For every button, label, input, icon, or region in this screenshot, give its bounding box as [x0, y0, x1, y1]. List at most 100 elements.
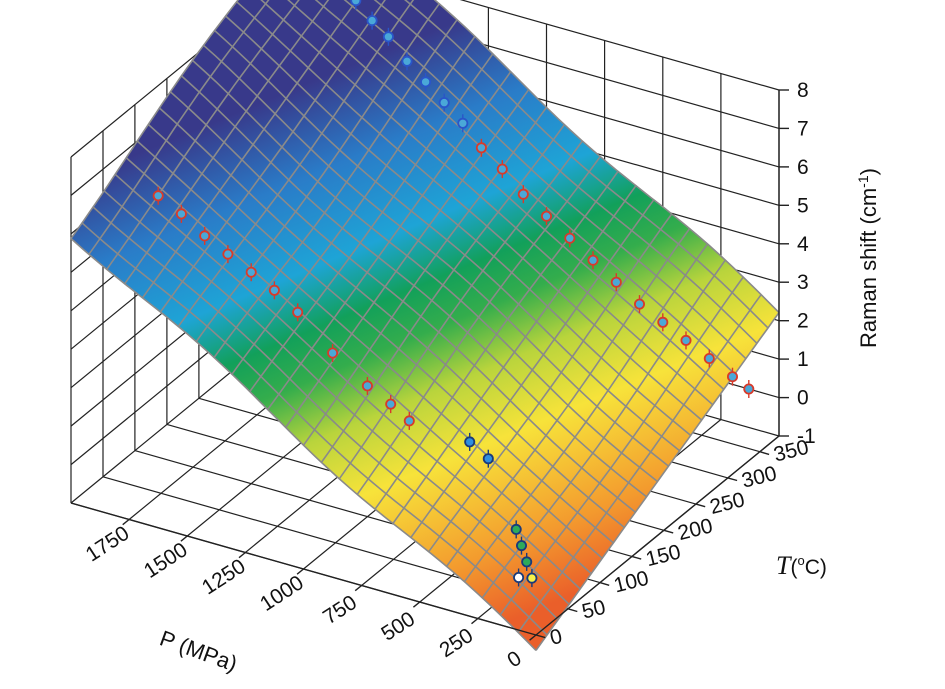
- data-point: [464, 436, 476, 448]
- data-point: [587, 254, 599, 266]
- z-tick-label: -1: [797, 425, 816, 448]
- data-point: [482, 453, 494, 465]
- t-tick: [663, 529, 674, 534]
- mesh-line-t: [147, 123, 614, 544]
- p-tick-label: 750: [319, 591, 361, 629]
- mesh-line-t: [287, 0, 725, 390]
- svg-text:T(oC): T(oC): [776, 551, 827, 580]
- t-tick-label: 200: [676, 514, 716, 545]
- data-point: [438, 97, 450, 109]
- mesh-line-t: [169, 91, 636, 513]
- x-axis-title-text: P (MPa): [157, 625, 241, 676]
- p-tick-label: 1750: [82, 522, 134, 567]
- mesh-line-t: [202, 44, 669, 467]
- data-point: [513, 572, 525, 584]
- p-tick: [529, 634, 537, 641]
- z-tick-label: 4: [797, 233, 809, 256]
- mesh-line-t: [136, 140, 603, 559]
- z-tick-label: 5: [797, 194, 809, 217]
- surface: [70, 0, 780, 651]
- data-point: [222, 248, 234, 260]
- data-point: [475, 142, 487, 154]
- data-point: [420, 76, 432, 88]
- t-tick: [727, 477, 738, 482]
- t-tick: [535, 634, 546, 639]
- mesh-line-t: [92, 206, 559, 621]
- y-axis-title-var: T: [776, 551, 792, 580]
- t-tick: [695, 503, 706, 508]
- t-tick-label: 50: [580, 596, 608, 624]
- t-tick: [759, 451, 770, 456]
- data-point: [521, 556, 533, 568]
- mesh-line-t: [260, 0, 714, 406]
- t-tick-label: 0: [548, 625, 565, 650]
- data-point: [199, 230, 211, 242]
- p-tick-label: 0: [503, 647, 525, 673]
- data-point: [496, 163, 508, 175]
- wall-left-zline: [70, 0, 264, 158]
- p-tick-label: 250: [435, 624, 477, 662]
- z-tick-label: 0: [797, 387, 809, 410]
- data-point: [175, 208, 187, 220]
- z-tick-label: 8: [797, 79, 809, 102]
- mesh-line-t: [103, 190, 570, 605]
- p-tick: [354, 584, 363, 592]
- mesh-line-t: [433, 0, 780, 314]
- data-point: [541, 210, 553, 222]
- mesh-line-t: [191, 59, 658, 483]
- data-point: [245, 266, 257, 278]
- data-point: [385, 398, 397, 410]
- z-tick-label: 1: [797, 348, 809, 371]
- x-axis-title: P (MPa): [157, 625, 241, 676]
- p-tick-label: 1500: [140, 538, 192, 583]
- data-point: [152, 190, 164, 202]
- data-point: [268, 284, 280, 296]
- z-tick-label: 3: [797, 271, 809, 294]
- t-axis-line: [535, 435, 780, 636]
- z-axis-title-sup: -1: [855, 175, 871, 188]
- z-axis-title-close: ): [856, 168, 881, 175]
- mesh-line-t: [225, 15, 692, 437]
- z-axis-title-main: Raman shift (cm: [856, 188, 881, 348]
- mesh-line-t: [70, 237, 537, 651]
- svg-text:Raman shift (cm-1): Raman shift (cm-1): [855, 168, 881, 348]
- t-tick: [599, 581, 610, 586]
- y-axis-title: T(oC): [776, 551, 827, 580]
- p-tick-label: 1250: [198, 555, 250, 600]
- data-point: [361, 380, 373, 392]
- y-axis-title-open: (: [790, 556, 797, 579]
- mesh-line-t: [236, 1, 703, 421]
- mesh-line-t: [180, 75, 647, 498]
- data-point: [743, 383, 755, 395]
- y-axis-title-sup: o: [797, 553, 804, 568]
- data-point: [657, 316, 669, 328]
- data-point: [680, 334, 692, 346]
- p-tick-label: 1000: [256, 571, 308, 616]
- data-point: [366, 15, 378, 27]
- t-tick: [567, 608, 578, 613]
- data-point: [401, 55, 413, 67]
- t-tick: [631, 555, 642, 560]
- data-point: [457, 117, 469, 129]
- p-tick: [238, 551, 246, 559]
- data-point: [382, 31, 394, 43]
- data-point: [350, 0, 362, 7]
- t-tick-label: 250: [708, 488, 748, 519]
- data-point: [292, 306, 304, 318]
- z-axis-title: Raman shift (cm-1): [855, 168, 881, 348]
- data-point: [403, 415, 415, 427]
- mesh-line-t: [343, 0, 747, 360]
- data-point: [516, 540, 528, 552]
- t-tick-label: 150: [644, 540, 684, 571]
- data-point: [526, 572, 538, 584]
- data-point: [634, 298, 646, 310]
- data-point: [703, 352, 715, 364]
- data-point: [610, 276, 622, 288]
- mesh-line-t: [114, 173, 581, 590]
- data-points: [152, 0, 755, 588]
- mesh-line-t: [403, 0, 769, 329]
- mesh-line-t: [125, 157, 592, 575]
- p-tick: [122, 518, 130, 526]
- data-point: [564, 232, 576, 244]
